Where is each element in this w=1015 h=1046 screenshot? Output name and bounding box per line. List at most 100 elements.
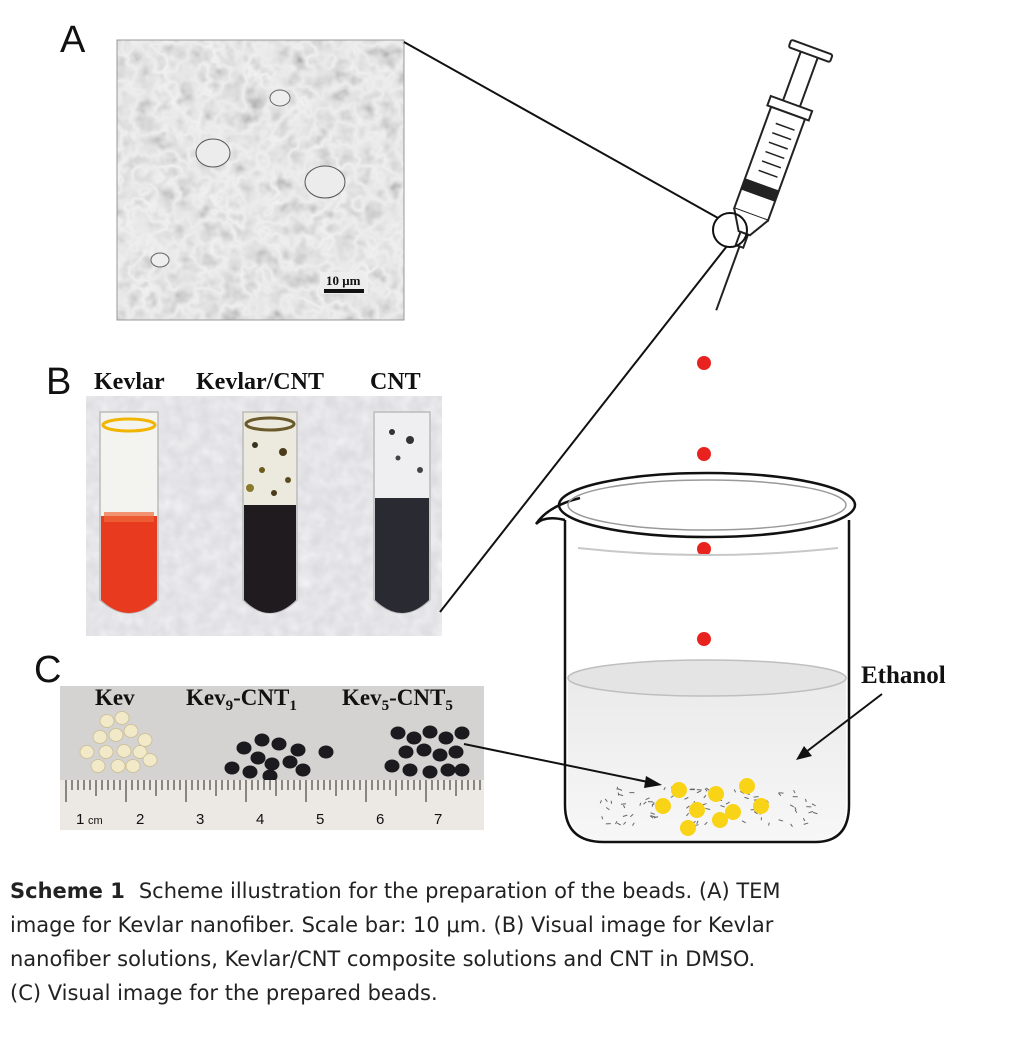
- speck: [808, 810, 814, 814]
- speck: [794, 806, 797, 811]
- bead: [438, 731, 454, 745]
- speck: [778, 819, 784, 822]
- bead: [753, 798, 769, 814]
- speck: [650, 815, 656, 818]
- bead: [432, 748, 448, 762]
- bead: [422, 765, 438, 779]
- bead: [402, 763, 418, 777]
- drop: [697, 447, 711, 461]
- speck: [610, 800, 613, 804]
- bead: [680, 820, 696, 836]
- panel-a-letter: A: [60, 19, 86, 61]
- ruler-num-2: 2: [136, 811, 144, 828]
- speck: [720, 805, 725, 808]
- bead: [440, 763, 456, 777]
- speck: [632, 822, 635, 826]
- bead: [416, 743, 432, 757]
- drop: [697, 542, 711, 556]
- bead: [110, 759, 126, 773]
- speck: [639, 802, 642, 806]
- bead: [125, 759, 141, 773]
- drops: [697, 356, 711, 646]
- bead: [264, 757, 280, 771]
- figure-caption: Scheme 1 Scheme illustration for the prep…: [10, 874, 1005, 1010]
- speck: [778, 792, 782, 797]
- speck: [811, 803, 816, 807]
- bead: [92, 730, 108, 744]
- speck: [616, 822, 622, 826]
- speck: [663, 786, 666, 791]
- bead: [406, 731, 422, 745]
- ruler-num-7: 7: [434, 811, 442, 828]
- bead: [224, 761, 240, 775]
- bead: [725, 804, 741, 820]
- bead: [114, 711, 130, 725]
- speck: [696, 820, 699, 824]
- ruler-num-1: 1: [76, 811, 84, 828]
- bead-label-kev9-cnt1: Kev9-CNT1: [186, 685, 297, 714]
- syringe: [715, 39, 834, 311]
- bead: [98, 745, 114, 759]
- bead: [108, 728, 124, 742]
- speck: [696, 790, 702, 794]
- bead: [79, 745, 95, 759]
- ethanol-arrow: [796, 693, 883, 760]
- tube-label-cnt: CNT: [370, 369, 421, 395]
- tube-kevlar: [99, 411, 159, 614]
- speck: [645, 797, 650, 801]
- bead: [90, 759, 106, 773]
- bead: [655, 798, 671, 814]
- scale-bar: [324, 289, 364, 293]
- ruler: [60, 780, 484, 830]
- beaker: [534, 471, 857, 844]
- speck: [623, 821, 627, 825]
- bead: [123, 724, 139, 738]
- tem-image: 10 μm: [116, 39, 405, 321]
- bead: [671, 782, 687, 798]
- bead: [99, 714, 115, 728]
- bead: [708, 786, 724, 802]
- caption-line-3: nanofiber solutions, Kevlar/CNT composit…: [10, 947, 756, 971]
- bead: [271, 737, 287, 751]
- beaker-beads: [655, 778, 769, 836]
- bead: [236, 741, 252, 755]
- bead: [318, 745, 334, 759]
- bead: [142, 753, 158, 767]
- bead: [390, 726, 406, 740]
- caption-line-1: Scheme 1 Scheme illustration for the prep…: [10, 879, 781, 903]
- bead: [448, 745, 464, 759]
- bead: [384, 759, 400, 773]
- ruler-num-5: 5: [316, 811, 324, 828]
- speck: [744, 796, 749, 800]
- speck: [650, 812, 656, 815]
- bead: [739, 778, 755, 794]
- tube-label-kevlar: Kevlar: [94, 369, 165, 395]
- bead: [712, 812, 728, 828]
- caption-line-4: (C) Visual image for the prepared beads.: [10, 981, 438, 1005]
- speck: [622, 804, 626, 809]
- tube-kevlar-cnt: [242, 411, 298, 614]
- bead-label-kev5-cnt5: Kev5-CNT5: [342, 685, 453, 714]
- speck: [768, 822, 770, 826]
- bead: [422, 725, 438, 739]
- ethanol-label: Ethanol: [861, 662, 946, 689]
- speck: [705, 787, 710, 791]
- bead: [689, 802, 705, 818]
- speck: [605, 807, 610, 811]
- speck: [629, 813, 634, 818]
- scheme-figure: A 10 μm B Kevlar Kevlar/CNT CNT: [34, 19, 946, 844]
- drop: [697, 356, 711, 370]
- caption-label: Scheme 1: [10, 879, 125, 903]
- speck: [616, 786, 619, 790]
- speck: [793, 789, 796, 794]
- panel-c-letter: C: [34, 649, 61, 691]
- speck: [741, 820, 746, 824]
- bead: [137, 733, 153, 747]
- speck: [601, 816, 604, 820]
- solution-tubes-photo: [86, 396, 442, 636]
- speck: [802, 817, 806, 822]
- bead: [290, 743, 306, 757]
- caption-line-2: image for Kevlar nanofiber. Scale bar: 1…: [10, 913, 774, 937]
- speck: [812, 811, 818, 815]
- zoom-circle: [712, 212, 748, 248]
